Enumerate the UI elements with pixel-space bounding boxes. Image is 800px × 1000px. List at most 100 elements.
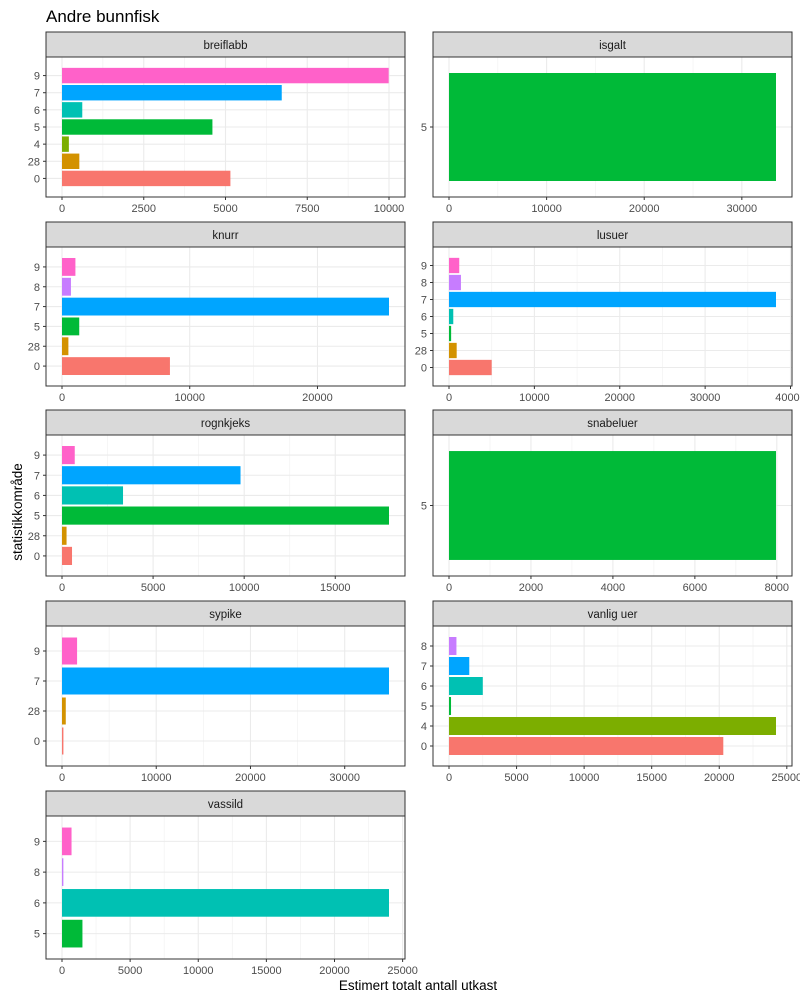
y-tick-label: 5 — [34, 511, 40, 523]
y-tick-label: 28 — [28, 341, 40, 353]
panel-strip-label: vanlig uer — [588, 609, 638, 621]
x-tick-label: 0 — [446, 203, 452, 215]
bar-lusuer-5 — [449, 325, 452, 342]
y-tick-label: 9 — [34, 646, 40, 658]
y-tick-label: 0 — [421, 363, 427, 375]
panel-strip — [432, 221, 793, 248]
y-tick-label: 5 — [421, 329, 427, 341]
y-tick-label: 7 — [421, 295, 427, 307]
x-tick-label: 20000 — [604, 392, 635, 404]
x-tick-label: 15000 — [251, 965, 282, 977]
y-tick-label: 4 — [421, 721, 427, 733]
panel-border — [45, 246, 406, 387]
x-tick-label: 10000 — [229, 582, 260, 594]
panel-strip — [45, 221, 406, 248]
y-tick-label: 5 — [34, 929, 40, 941]
x-tick-label: 4000 — [601, 582, 625, 594]
panel-isgalt: isgalt 5 0 10000 20000 30000 — [421, 31, 793, 215]
panel-sypike: sypike 0 28 7 9 0 10000 20000 30000 — [28, 600, 406, 784]
y-tick-label: 0 — [34, 173, 40, 185]
panel-breiflabb: breiflabb 0 28 4 5 6 7 9 0 2500 5000 7500 10000 — [28, 31, 406, 215]
bar-rognkjeks-7 — [62, 466, 241, 485]
x-tick-label: 20000 — [235, 772, 266, 784]
x-tick-label: 10000 — [174, 392, 205, 404]
x-tick-label: 8000 — [765, 582, 789, 594]
bar-knurr-9 — [62, 257, 76, 276]
y-tick-label: 7 — [34, 88, 40, 100]
y-tick-label: 9 — [34, 262, 40, 274]
bar-sypike-9 — [62, 637, 78, 665]
bar-knurr-7 — [62, 297, 389, 316]
y-tick-label: 6 — [421, 681, 427, 693]
x-tick-label: 10000 — [141, 772, 172, 784]
bar-knurr-8 — [62, 277, 71, 296]
panel-knurr: knurr 0 28 5 7 8 9 0 10000 20000 — [28, 221, 406, 404]
x-tick-label: 0 — [59, 772, 65, 784]
bar-vassild-9 — [62, 827, 72, 856]
y-tick-label: 7 — [421, 661, 427, 673]
bar-sypike-28 — [62, 697, 66, 725]
y-tick-label: 6 — [34, 490, 40, 502]
x-tick-label: 5000 — [118, 965, 142, 977]
x-tick-label: 0 — [446, 582, 452, 594]
panel-lusuer: lusuer02856789010000200003000040000 — [415, 221, 800, 404]
x-tick-label: 20000 — [319, 965, 350, 977]
y-tick-label: 28 — [415, 346, 427, 358]
x-tick-label: 6000 — [683, 582, 707, 594]
bar-vanlig-uer-8 — [449, 637, 457, 655]
panel-strip — [45, 31, 406, 58]
x-tick-label: 0 — [59, 582, 65, 594]
x-tick-label: 2000 — [519, 582, 543, 594]
bar-vanlig-uer-4 — [449, 717, 776, 735]
y-tick-label: 5 — [421, 701, 427, 713]
panel-strip-label: rognkjeks — [201, 418, 250, 430]
y-tick-label: 0 — [34, 736, 40, 748]
y-tick-label: 8 — [421, 641, 427, 653]
x-tick-label: 0 — [59, 203, 65, 215]
x-tick-label: 20000 — [704, 772, 735, 784]
y-tick-label: 5 — [34, 321, 40, 333]
x-tick-label: 0 — [446, 392, 452, 404]
bar-breiflabb-28 — [62, 153, 80, 169]
bar-vassild-6 — [62, 889, 389, 917]
x-tick-label: 10000 — [569, 772, 600, 784]
bar-breiflabb-9 — [62, 67, 389, 84]
panel-strip — [45, 600, 406, 627]
panel-border — [432, 625, 793, 767]
panel-snabeluer: snabeluer 5 0 2000 4000 6000 8000 — [421, 409, 793, 594]
panel-border — [45, 815, 406, 960]
y-tick-label: 8 — [421, 278, 427, 290]
bar-breiflabb-0 — [62, 170, 231, 187]
bar-breiflabb-7 — [62, 85, 282, 101]
y-tick-label: 9 — [34, 836, 40, 848]
chart-title: Andre bunnfisk — [46, 7, 160, 26]
bar-vanlig-uer-5 — [449, 697, 452, 715]
panel-vassild: vassild 5 6 8 9 0 5000 10000 15000 20000 25000 — [34, 790, 418, 977]
bar-lusuer-9 — [449, 257, 460, 274]
panel-strip-label: snabeluer — [587, 418, 638, 430]
x-tick-label: 2500 — [132, 203, 156, 215]
panel-background — [46, 816, 405, 959]
x-tick-label: 30000 — [727, 203, 758, 215]
bar-knurr-28 — [62, 337, 69, 356]
y-tick-label: 28 — [28, 706, 40, 718]
x-tick-label: 5000 — [213, 203, 237, 215]
x-tick-label: 30000 — [690, 392, 721, 404]
y-tick-label: 5 — [421, 501, 427, 513]
panel-strip-label: breiflabb — [203, 40, 247, 52]
panel-strip-label: sypike — [209, 609, 242, 621]
bar-breiflabb-4 — [62, 136, 69, 152]
panel-strip-label: vassild — [208, 799, 243, 811]
x-axis-title: Estimert totalt antall utkast — [339, 978, 498, 993]
bar-rognkjeks-0 — [62, 546, 73, 565]
bar-rognkjeks-6 — [62, 486, 124, 505]
x-tick-label: 5000 — [141, 582, 165, 594]
bar-vassild-5 — [62, 919, 83, 948]
x-tick-label: 0 — [59, 965, 65, 977]
panel-strip — [432, 409, 793, 436]
bar-knurr-5 — [62, 317, 80, 336]
x-tick-label: 10000 — [374, 203, 405, 215]
